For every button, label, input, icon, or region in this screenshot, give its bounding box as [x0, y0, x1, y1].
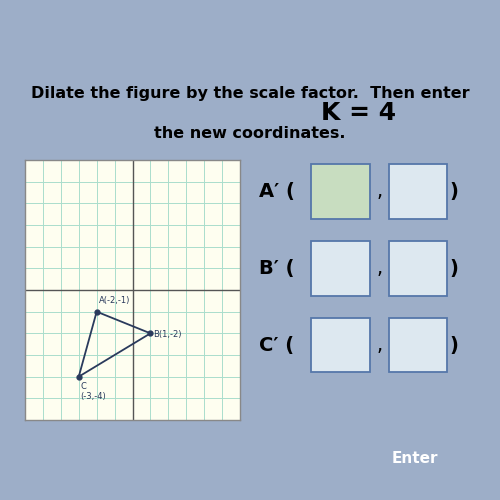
FancyBboxPatch shape	[388, 318, 448, 372]
Text: ,: ,	[376, 336, 382, 354]
FancyBboxPatch shape	[388, 241, 448, 296]
Text: K = 4: K = 4	[320, 100, 396, 124]
Text: A′ (: A′ (	[260, 182, 296, 202]
Text: B′ (: B′ (	[260, 259, 295, 278]
Text: ): )	[450, 259, 458, 278]
FancyBboxPatch shape	[311, 241, 370, 296]
Text: ): )	[450, 182, 458, 202]
Text: Dilate the figure by the scale factor.  Then enter: Dilate the figure by the scale factor. T…	[30, 86, 469, 101]
Text: B(1,-2): B(1,-2)	[153, 330, 182, 339]
Text: C′ (: C′ (	[260, 336, 294, 354]
Text: ,: ,	[376, 259, 382, 278]
Text: ,: ,	[376, 182, 382, 202]
FancyBboxPatch shape	[388, 164, 448, 219]
Text: ): )	[450, 336, 458, 354]
Text: ?: ?	[335, 182, 346, 202]
FancyBboxPatch shape	[311, 164, 370, 219]
Text: Enter: Enter	[392, 451, 438, 466]
FancyBboxPatch shape	[311, 318, 370, 372]
Text: A(-2,-1): A(-2,-1)	[100, 296, 130, 305]
Text: C
(-3,-4): C (-3,-4)	[80, 382, 106, 402]
Text: the new coordinates.: the new coordinates.	[154, 126, 346, 141]
